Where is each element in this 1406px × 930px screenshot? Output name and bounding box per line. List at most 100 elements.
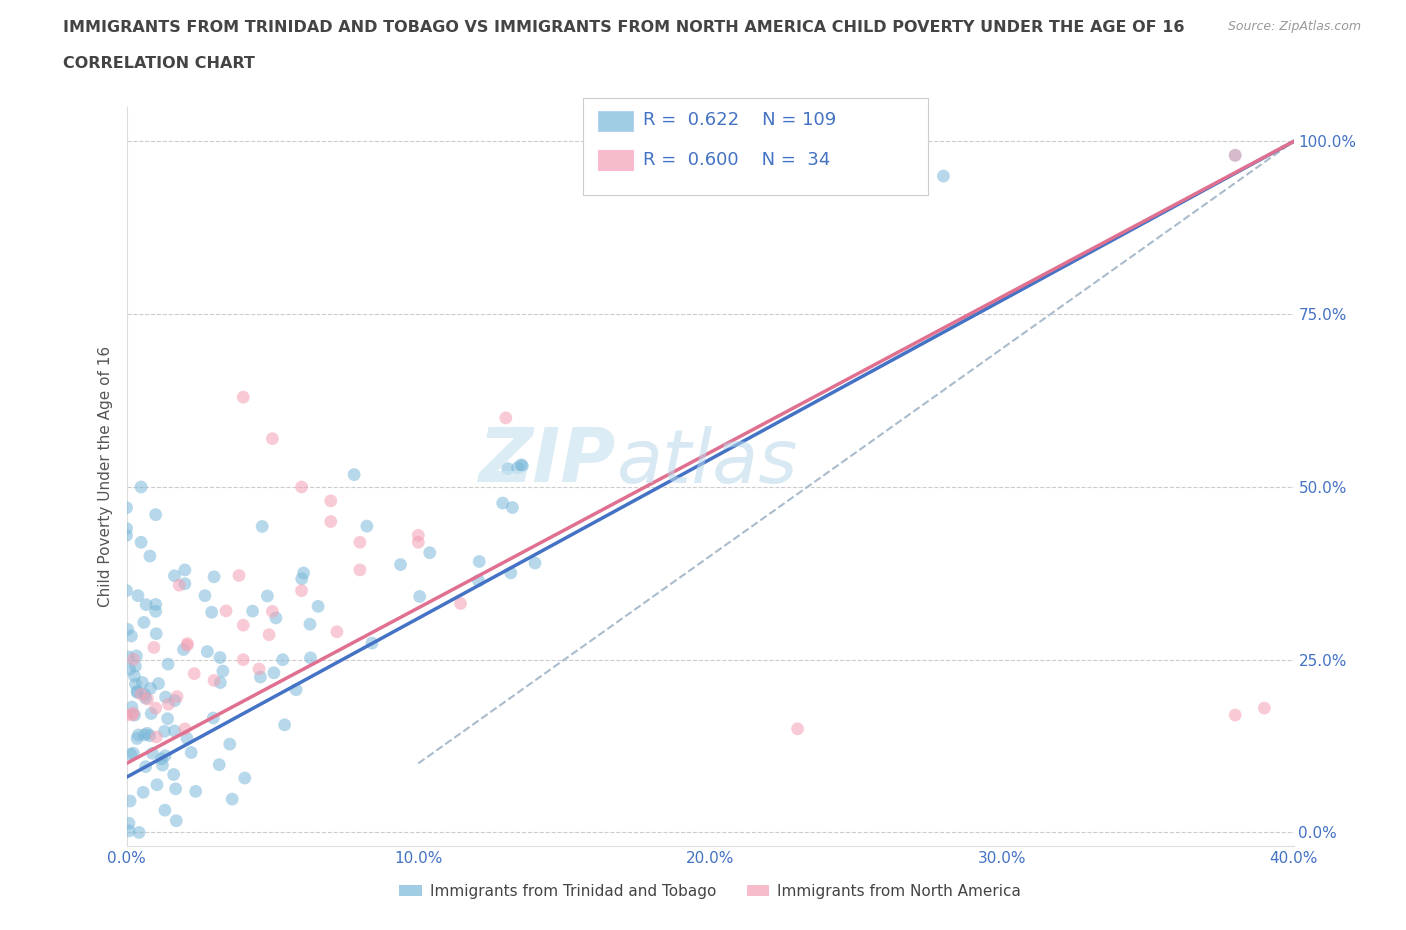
Point [290,480,312,495]
Point [408,535,430,550]
Point [450,596,472,611]
Point [419,545,441,560]
Point [135,759,157,774]
Point [157,657,180,671]
Point [163,767,186,782]
Point [129,535,152,550]
Point [139,681,162,696]
Point [291,571,314,586]
Point [120,793,142,808]
Point [146,777,169,792]
Point [786,722,808,737]
Point [499,565,522,580]
Point [122,652,145,667]
Point [165,781,187,796]
Point [232,618,254,632]
Point [135,597,157,612]
Point [134,727,156,742]
Point [118,662,141,677]
Point [273,717,295,732]
Text: atlas: atlas [617,426,799,498]
Point [467,573,489,588]
Point [115,583,138,598]
Point [152,758,174,773]
Point [167,578,190,592]
Point [201,604,224,619]
Point [349,535,371,550]
Text: Source: ZipAtlas.com: Source: ZipAtlas.com [1227,20,1361,33]
Point [298,617,321,631]
Point [174,563,197,578]
Point [1253,700,1275,715]
Point [271,652,294,667]
Point [135,691,157,706]
Point [155,690,177,705]
Point [496,461,519,476]
Point [150,751,173,766]
Point [127,684,149,698]
Point [290,583,312,598]
Point [115,521,138,536]
Point [141,746,163,761]
Point [232,652,254,667]
Point [139,549,162,564]
Point [228,568,250,583]
Point [127,727,149,742]
Point [218,737,240,751]
Point [349,563,371,578]
Point [262,432,284,446]
Text: IMMIGRANTS FROM TRINIDAD AND TOBAGO VS IMMIGRANTS FROM NORTH AMERICA CHILD POVER: IMMIGRANTS FROM TRINIDAD AND TOBAGO VS I… [63,20,1185,35]
Point [131,675,153,690]
Point [136,692,159,707]
Point [153,803,176,817]
Point [141,706,163,721]
Text: CORRELATION CHART: CORRELATION CHART [63,56,254,71]
Point [145,700,167,715]
Point [262,604,284,618]
Point [121,699,143,714]
Point [157,697,180,711]
Point [506,460,529,475]
Point [1223,148,1246,163]
Point [173,642,195,657]
Point [145,597,167,612]
Text: R =  0.600    N =  34: R = 0.600 N = 34 [643,151,830,168]
Point [285,683,308,698]
Point [208,650,231,665]
Point [145,626,167,641]
Point [343,467,366,482]
Point [233,771,256,786]
Point [221,791,243,806]
Point [163,693,186,708]
Point [132,785,155,800]
Point [209,675,232,690]
Point [115,708,138,723]
Point [1223,148,1246,163]
Point [183,666,205,681]
Point [125,648,148,663]
Point [242,604,264,618]
Point [208,757,231,772]
Point [512,458,534,473]
Point [115,500,138,515]
Point [932,168,955,183]
Point [127,684,149,699]
Point [495,410,517,425]
Point [250,519,273,534]
Point [194,589,217,604]
Point [120,629,142,644]
Text: R =  0.622    N = 109: R = 0.622 N = 109 [643,111,835,128]
Point [215,604,238,618]
Point [202,569,225,584]
Point [389,557,412,572]
Point [117,649,139,664]
Point [156,711,179,726]
Point [249,670,271,684]
Point [165,814,187,829]
Point [125,731,148,746]
Point [128,825,150,840]
Point [202,711,225,725]
Point [319,514,342,529]
Point [247,661,270,676]
Point [148,676,170,691]
